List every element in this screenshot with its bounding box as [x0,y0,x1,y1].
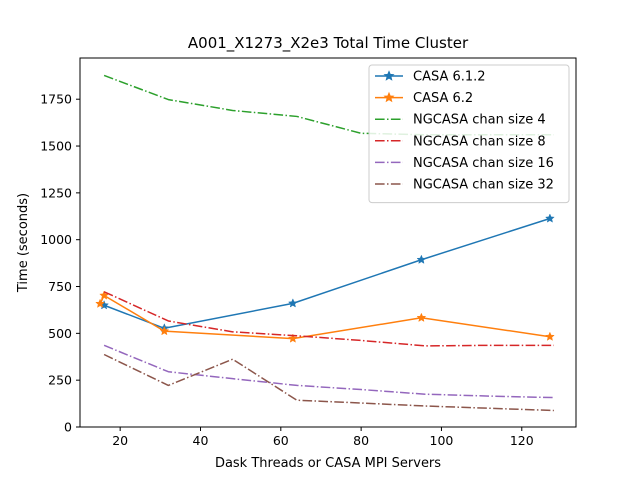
x-tick-label: 80 [353,433,369,448]
data-point [416,254,427,264]
legend-item-casa-6-2: CASA 6.2 [375,91,473,106]
series-casa-6-1-2 [99,213,555,333]
data-point [416,312,427,322]
legend-label: NGCASA chan size 16 [413,156,554,171]
data-point [95,298,105,308]
legend-label: NGCASA chan size 8 [413,134,546,149]
legend-item-ngcasa-chan-size-32: NGCASA chan size 32 [375,178,554,193]
data-point [544,331,555,341]
x-axis-label: Dask Threads or CASA MPI Servers [215,456,441,471]
y-tick-label: 1000 [40,232,72,247]
legend: CASA 6.1.2 CASA 6.2 NGCASA chan size 4 NGCA… [368,64,570,204]
y-tick-label: 750 [48,279,72,294]
legend-box [368,64,570,204]
data-point [287,298,298,308]
legend-item-ngcasa-chan-size-8: NGCASA chan size 8 [375,134,546,149]
legend-label: CASA 6.2 [413,91,473,106]
plot-frame [79,57,577,428]
legend-marker [383,91,395,103]
series-ngcasa-chan-size-8 [103,291,554,347]
legend-item-ngcasa-chan-size-16: NGCASA chan size 16 [375,156,554,171]
data-point [159,325,170,336]
y-axis: 0 250 500 750 1000 1250 1500 1750 [40,92,80,435]
legend-label: NGCASA chan size 4 [413,113,546,128]
legend-label: NGCASA chan size 32 [413,178,554,193]
legend-marker [383,70,395,81]
x-tick-label: 100 [430,433,454,448]
y-tick-label: 1250 [40,185,72,200]
legend-label: CASA 6.1.2 [413,70,486,85]
x-tick-label: 60 [273,433,289,448]
x-tick-label: 20 [112,433,128,448]
legend-item-ngcasa-chan-size-4: NGCASA chan size 4 [375,113,546,128]
data-point [287,333,298,343]
y-axis-label: Time (seconds) [16,193,31,293]
y-tick-label: 1500 [40,139,72,154]
series-line [103,291,554,347]
legend-item-casa-6-1-2: CASA 6.1.2 [375,70,486,85]
series-ngcasa-chan-size-32 [103,353,554,412]
chart-title: A001_X1273_X2e3 Total Time Cluster [188,34,469,53]
data-point [544,213,555,223]
series-casa-6-2 [95,290,555,343]
x-tick-label: 40 [193,433,209,448]
series-line [103,344,554,399]
x-tick-label: 120 [510,433,534,448]
series-layer [95,74,555,412]
y-tick-label: 1750 [40,92,72,107]
y-tick-label: 250 [48,373,72,388]
series-ngcasa-chan-size-16 [103,344,554,399]
y-tick-label: 500 [48,326,72,341]
series-line [103,353,554,412]
y-tick-label: 0 [64,420,72,435]
x-axis: 20 40 60 80 100 120 [112,427,534,448]
